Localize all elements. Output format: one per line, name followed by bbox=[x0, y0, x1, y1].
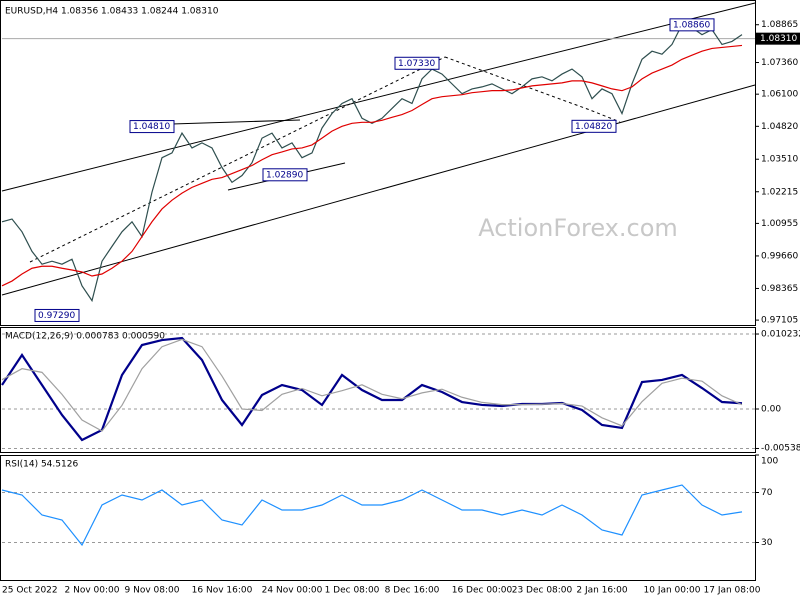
macd-panel bbox=[0, 327, 756, 453]
annotation-box bbox=[34, 308, 80, 322]
y-tick-label: 1.02215 bbox=[761, 187, 798, 197]
x-tick-label: 9 Nov 08:00 bbox=[125, 586, 180, 596]
current-price-box bbox=[756, 32, 800, 45]
rsi-title: RSI(14) 54.5126 bbox=[5, 460, 78, 470]
annotation-label: 1.08860 bbox=[673, 20, 710, 30]
annotation-label: 0.97290 bbox=[38, 311, 75, 321]
x-tick-label: 16 Dec 00:00 bbox=[452, 586, 513, 596]
x-tick-label: 17 Jan 08:00 bbox=[704, 586, 761, 596]
annotation-box bbox=[129, 120, 175, 134]
y-tick-label: 100 bbox=[761, 457, 778, 467]
y-tick-label: 70 bbox=[761, 488, 773, 498]
y-tick-label: 0.97105 bbox=[761, 316, 798, 326]
series-line bbox=[1, 338, 743, 432]
watermark: ActionForex.com bbox=[478, 214, 678, 242]
annotation-label: 1.04810 bbox=[133, 122, 170, 132]
annotation-label: 1.07330 bbox=[398, 59, 435, 69]
price-title: EURUSD,H4 1.08356 1.08433 1.08244 1.0831… bbox=[5, 7, 219, 17]
x-tick-label: 25 Oct 2022 bbox=[2, 586, 58, 596]
annotation-box bbox=[394, 56, 440, 70]
y-tick-label: -0.005389 bbox=[761, 444, 800, 454]
y-tick-label: 1.06100 bbox=[761, 90, 798, 100]
y-tick-label: 1.00955 bbox=[761, 219, 798, 229]
y-tick-label: 0.00 bbox=[761, 404, 781, 414]
y-tick-label: 0.98365 bbox=[761, 284, 798, 294]
x-tick-label: 2 Jan 16:00 bbox=[576, 586, 628, 596]
x-tick-label: 1 Dec 08:00 bbox=[325, 586, 380, 596]
x-tick-label: 2 Nov 00:00 bbox=[65, 586, 120, 596]
current-price-label: 1.08310 bbox=[760, 34, 797, 44]
annotation-label: 1.04820 bbox=[575, 122, 612, 132]
trend-lines bbox=[1, 2, 756, 296]
rsi-panel bbox=[0, 455, 756, 581]
annotation-box bbox=[262, 168, 308, 182]
series-line bbox=[1, 23, 743, 303]
series-line bbox=[1, 336, 743, 442]
x-tick-label: 23 Dec 08:00 bbox=[512, 586, 573, 596]
annotation-label: 1.02890 bbox=[266, 170, 303, 180]
macd-title: MACD(12,26,9) 0.000783 0.000590 bbox=[5, 332, 165, 342]
x-tick-label: 8 Dec 16:00 bbox=[385, 586, 440, 596]
x-tick-label: 16 Nov 16:00 bbox=[192, 586, 253, 596]
price-panel bbox=[0, 0, 756, 326]
y-tick-label: 1.04820 bbox=[761, 122, 798, 132]
annotation-box bbox=[669, 18, 715, 32]
y-tick-label: 30 bbox=[761, 538, 773, 548]
y-tick-label: 0.99660 bbox=[761, 251, 798, 261]
series-line bbox=[1, 44, 743, 287]
annotation-box bbox=[571, 119, 617, 133]
y-tick-label: 0.010232 bbox=[761, 330, 800, 340]
y-tick-label: 1.03510 bbox=[761, 155, 798, 165]
x-tick-label: 24 Nov 00:00 bbox=[262, 586, 323, 596]
x-tick-label: 10 Jan 00:00 bbox=[644, 586, 701, 596]
series-line bbox=[1, 484, 743, 547]
y-tick-label: 1.07360 bbox=[761, 58, 798, 68]
y-tick-label: 1.08865 bbox=[761, 20, 798, 30]
